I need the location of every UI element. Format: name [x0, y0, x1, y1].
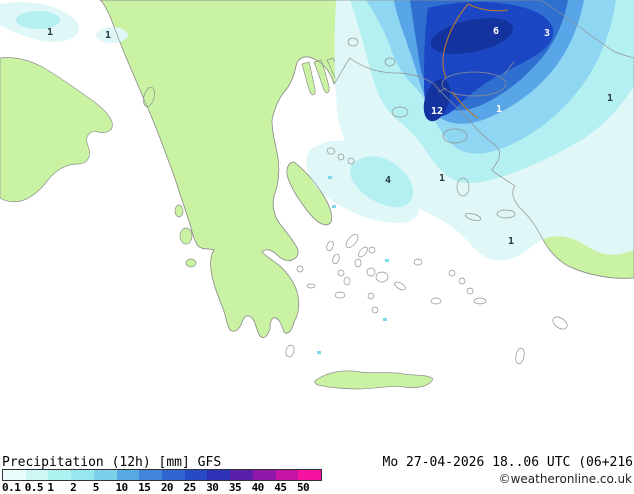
crete-island	[314, 370, 434, 390]
legend-tick: 1	[47, 481, 54, 494]
legend-segment	[116, 470, 140, 480]
legend-tick: 5	[92, 481, 100, 494]
legend-segment	[71, 470, 94, 480]
model-run-info: Mo 27-04-2026 18..06 UTC (06+216	[382, 455, 633, 470]
legend-tick: 35	[228, 481, 242, 494]
italy-heel	[0, 57, 113, 203]
islands-layer	[285, 234, 568, 365]
legend-tick: 50	[296, 481, 310, 494]
legend-tick: 0.5	[24, 481, 44, 494]
legend-segment	[162, 470, 185, 480]
precip-symbol	[332, 205, 336, 208]
legend-segment	[298, 470, 322, 480]
country-border-layer	[442, 3, 509, 119]
legend-tick: 2	[70, 481, 77, 494]
legend-segment	[207, 470, 231, 480]
precip-symbol	[317, 351, 321, 354]
precip-core-1	[430, 18, 514, 54]
legend-tick: 25	[183, 481, 197, 494]
legend-segment	[139, 470, 163, 480]
legend-segment	[93, 470, 117, 480]
legend-tick: 0.1	[2, 481, 21, 494]
legend-tick: 45	[274, 481, 287, 494]
legend-segment	[3, 470, 26, 480]
legend-tick: 15	[138, 481, 151, 494]
precip-symbols	[317, 176, 389, 354]
marmara-sea-outline	[441, 71, 507, 97]
legend-tick: 10	[115, 481, 128, 494]
legend-segment	[184, 470, 208, 480]
precipitation-layer	[0, 0, 634, 261]
legend-tick: 20	[160, 481, 174, 494]
map-title: Precipitation (12h) [mm] GFS	[2, 455, 222, 470]
greece-weather-map-svg	[0, 0, 634, 390]
precip-symbol	[383, 318, 387, 321]
legend-segment	[230, 470, 253, 480]
precipitation-map: 1 1 6 3 12 1 1 4 1 1	[0, 0, 634, 390]
legend-tick-labels: 0.1 0.5 1 2 5 10 15 20 25 30 35 40 45 50	[2, 481, 320, 494]
copyright-notice: ©weatheronline.co.uk	[498, 472, 632, 486]
precipitation-color-scale	[2, 469, 322, 481]
precip-cyan-center	[349, 156, 414, 208]
legend-tick: 30	[206, 481, 219, 494]
legend-segment	[252, 470, 276, 480]
legend-tick: 40	[251, 481, 265, 494]
precip-symbol	[385, 259, 389, 262]
land-fill-layer	[0, 0, 634, 390]
legend-segment	[275, 470, 299, 480]
legend-segment	[25, 470, 49, 480]
legend-footer: Precipitation (12h) [mm] GFS Mo 27-04-20…	[0, 455, 634, 494]
coastline-layer	[99, 0, 634, 339]
precip-symbol	[328, 176, 332, 179]
legend-segment	[48, 470, 72, 480]
